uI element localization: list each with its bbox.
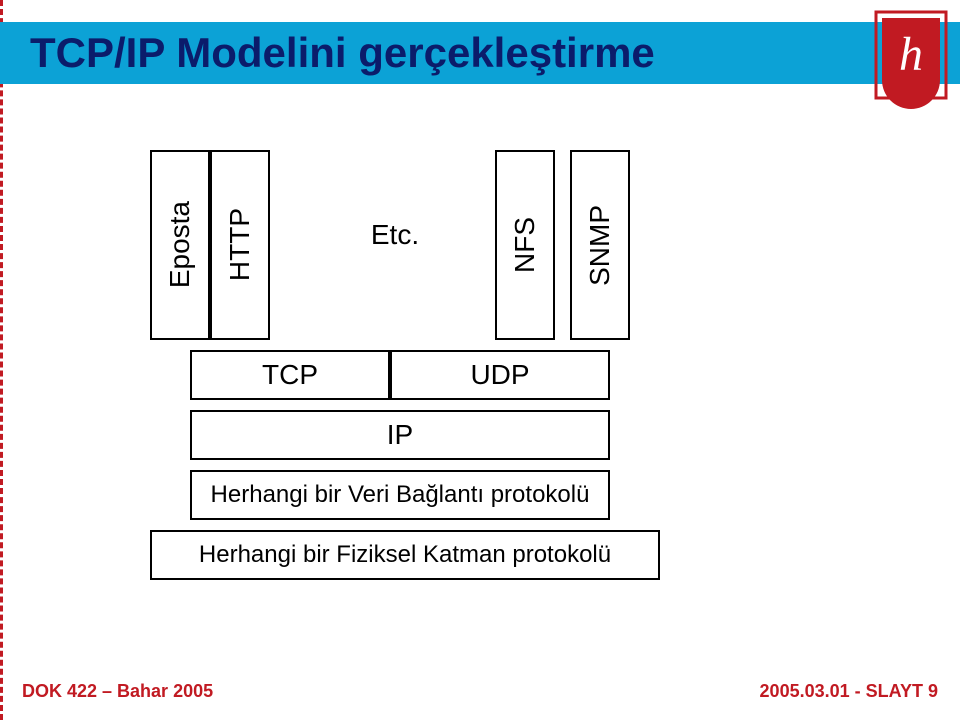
box-tcp: TCP [190, 350, 390, 400]
box-nfs-label: NFS [511, 217, 539, 273]
footer-right: 2005.03.01 - SLAYT 9 [760, 681, 938, 702]
university-logo: h [874, 10, 948, 120]
box-ip: IP [190, 410, 610, 460]
slide-title: TCP/IP Modelini gerçekleştirme [0, 29, 655, 77]
box-physical-label: Herhangi bir Fiziksel Katman protokolü [199, 541, 611, 569]
box-datalink: Herhangi bir Veri Bağlantı protokolü [190, 470, 610, 520]
box-nfs: NFS [495, 150, 555, 340]
box-snmp: SNMP [570, 150, 630, 340]
box-tcp-label: TCP [262, 359, 318, 391]
box-eposta-label: Eposta [166, 201, 194, 288]
box-etc: Etc. [355, 210, 435, 260]
box-etc-label: Etc. [371, 219, 419, 251]
box-ip-label: IP [387, 419, 413, 451]
box-eposta: Eposta [150, 150, 210, 340]
box-http: HTTP [210, 150, 270, 340]
left-accent-line [0, 0, 3, 720]
title-bar: TCP/IP Modelini gerçekleştirme [0, 22, 960, 84]
box-physical: Herhangi bir Fiziksel Katman protokolü [150, 530, 660, 580]
slide: TCP/IP Modelini gerçekleştirme h Eposta H… [0, 0, 960, 720]
box-datalink-label: Herhangi bir Veri Bağlantı protokolü [211, 481, 590, 509]
box-udp: UDP [390, 350, 610, 400]
tcpip-diagram: Eposta HTTP Etc. NFS SNMP TCP UDP IP Herhangi bi… [150, 150, 710, 610]
svg-text:h: h [899, 28, 923, 81]
footer-left: DOK 422 – Bahar 2005 [22, 681, 213, 702]
box-http-label: HTTP [226, 208, 254, 281]
box-udp-label: UDP [470, 359, 529, 391]
box-snmp-label: SNMP [586, 205, 614, 286]
